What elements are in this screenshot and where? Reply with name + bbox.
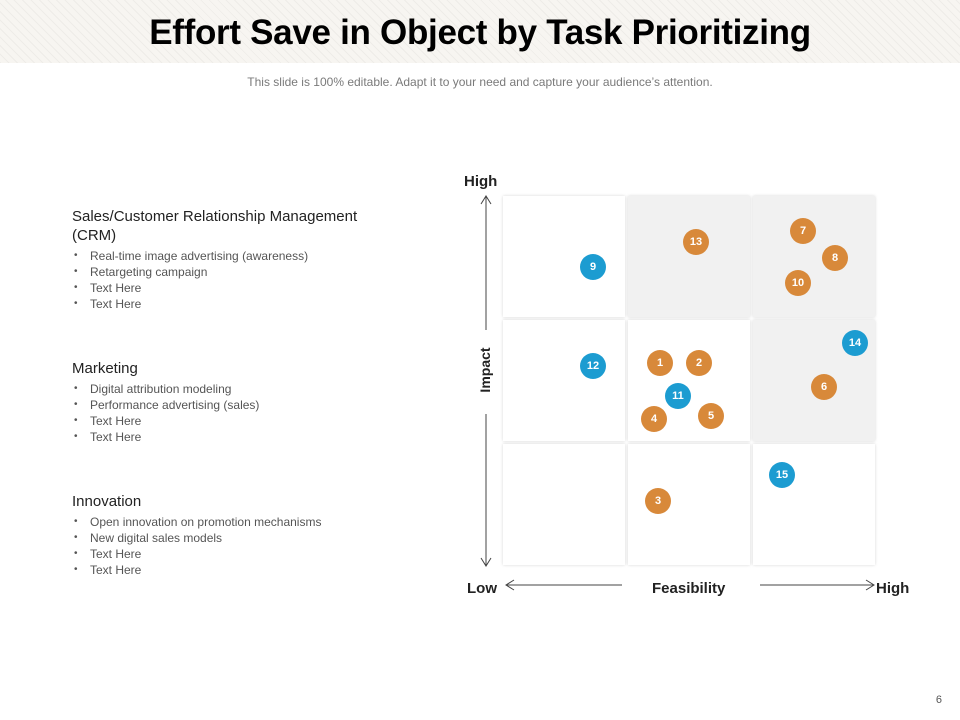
x-axis-left-arrowhead: [505, 579, 515, 591]
section-crm: Sales/Customer Relationship Management (…: [72, 207, 402, 312]
section-list: Digital attribution modeling Performance…: [72, 381, 402, 445]
section-list: Open innovation on promotion mechanisms …: [72, 514, 402, 578]
y-axis-down-arrowhead: [480, 557, 492, 567]
y-axis-title: Impact: [477, 347, 493, 393]
section-heading: Sales/Customer Relationship Management (…: [72, 208, 358, 244]
slide-title: Effort Save in Object by Task Prioritizi…: [149, 13, 811, 52]
list-item: Digital attribution modeling: [72, 381, 402, 397]
matrix-cell-top-left: [503, 196, 625, 317]
task-bubble-14: 14: [842, 330, 868, 356]
task-bubble-5: 5: [698, 403, 724, 429]
x-axis-right-arrowhead: [865, 579, 875, 591]
task-bubble-3: 3: [645, 488, 671, 514]
section-heading: Innovation: [72, 493, 142, 510]
title-band: [0, 0, 960, 63]
list-item: Performance advertising (sales): [72, 397, 402, 413]
task-bubble-8: 8: [822, 245, 848, 271]
list-item: Real-time image advertising (awareness): [72, 248, 402, 264]
list-item: Text Here: [72, 429, 402, 445]
task-bubble-15: 15: [769, 462, 795, 488]
section-list: Real-time image advertising (awareness) …: [72, 248, 402, 312]
section-innovation: Innovation Open innovation on promotion …: [72, 492, 402, 578]
slide-subtitle: This slide is 100% editable. Adapt it to…: [247, 75, 713, 89]
task-bubble-2: 2: [686, 350, 712, 376]
list-item: Text Here: [72, 562, 402, 578]
section-marketing: Marketing Digital attribution modeling P…: [72, 359, 402, 445]
task-bubble-10: 10: [785, 270, 811, 296]
matrix-cell-middle-left: [503, 320, 625, 441]
task-bubble-1: 1: [647, 350, 673, 376]
y-axis-high-label: High: [464, 173, 498, 190]
list-item: Open innovation on promotion mechanisms: [72, 514, 402, 530]
list-item: Retargeting campaign: [72, 264, 402, 280]
task-bubble-11: 11: [665, 383, 691, 409]
task-bubble-12: 12: [580, 353, 606, 379]
list-item: Text Here: [72, 296, 402, 312]
list-item: Text Here: [72, 280, 402, 296]
list-item: Text Here: [72, 413, 402, 429]
task-bubble-13: 13: [683, 229, 709, 255]
matrix-cell-top-right: [753, 196, 875, 317]
task-bubble-7: 7: [790, 218, 816, 244]
x-axis-high-label: High: [876, 580, 910, 597]
matrix-cell-bottom-left: [503, 444, 625, 565]
list-item: Text Here: [72, 546, 402, 562]
task-bubble-4: 4: [641, 406, 667, 432]
page-number: 6: [935, 694, 942, 706]
matrix-cell-top-middle: [628, 196, 750, 317]
task-bubble-6: 6: [811, 374, 837, 400]
x-axis-low-label: Low: [467, 580, 497, 597]
list-item: New digital sales models: [72, 530, 402, 546]
y-axis-up-arrowhead: [480, 195, 492, 205]
x-axis-title: Feasibility: [652, 580, 726, 597]
task-bubble-9: 9: [580, 254, 606, 280]
section-heading: Marketing: [72, 360, 138, 377]
